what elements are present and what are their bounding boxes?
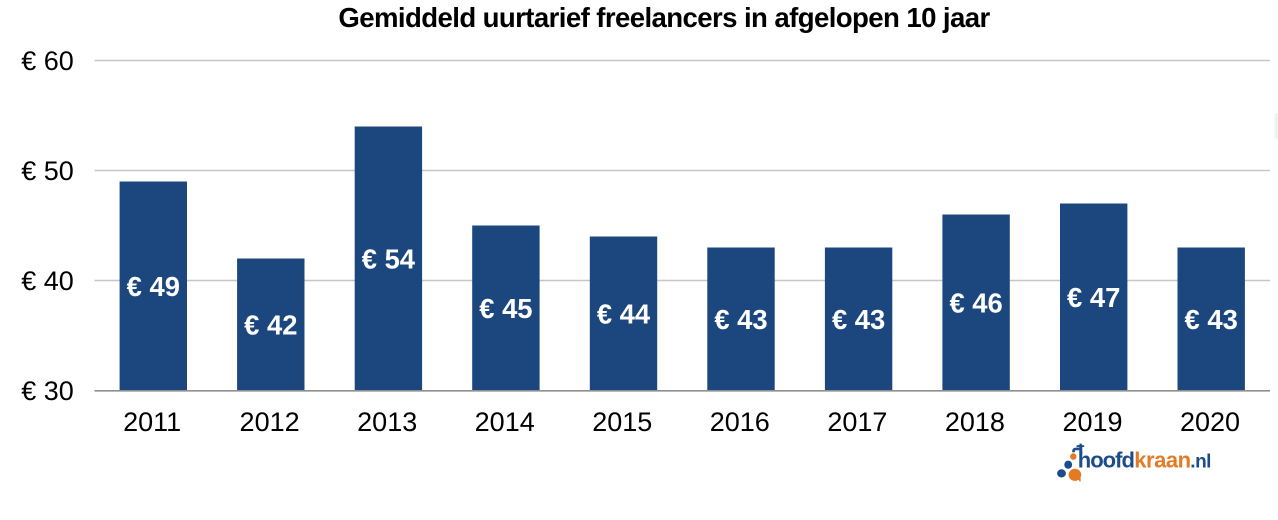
svg-text:Gemiddeld uurtarief freelancer: Gemiddeld uurtarief freelancers in afgel…	[338, 2, 990, 33]
svg-text:€ 49: € 49	[127, 271, 180, 302]
svg-text:2017: 2017	[827, 407, 887, 437]
svg-text:2019: 2019	[1062, 407, 1122, 437]
svg-text:€ 47: € 47	[1067, 282, 1120, 313]
svg-text:2016: 2016	[710, 407, 770, 437]
svg-text:.nl: .nl	[1190, 451, 1211, 472]
svg-text:€ 30: € 30	[21, 376, 74, 406]
svg-text:2011: 2011	[123, 407, 181, 437]
svg-text:hoofd: hoofd	[1078, 447, 1134, 472]
svg-text:2020: 2020	[1180, 407, 1240, 437]
svg-text:2018: 2018	[945, 407, 1005, 437]
svg-text:2012: 2012	[240, 407, 300, 437]
svg-text:€ 40: € 40	[21, 266, 74, 296]
svg-text:€ 46: € 46	[949, 287, 1002, 318]
svg-text:€ 43: € 43	[1185, 304, 1238, 335]
svg-text:€ 45: € 45	[479, 293, 532, 324]
svg-text:kraan: kraan	[1134, 447, 1190, 472]
svg-text:€ 54: € 54	[362, 243, 416, 274]
svg-text:€ 44: € 44	[597, 298, 651, 329]
svg-text:€ 60: € 60	[21, 46, 74, 76]
svg-text:€ 43: € 43	[832, 304, 885, 335]
svg-text:2013: 2013	[357, 407, 417, 437]
svg-text:2014: 2014	[475, 407, 535, 437]
svg-text:€ 42: € 42	[244, 309, 297, 340]
svg-text:€ 43: € 43	[714, 304, 767, 335]
svg-text:€ 50: € 50	[21, 156, 74, 186]
svg-text:2015: 2015	[592, 407, 652, 437]
